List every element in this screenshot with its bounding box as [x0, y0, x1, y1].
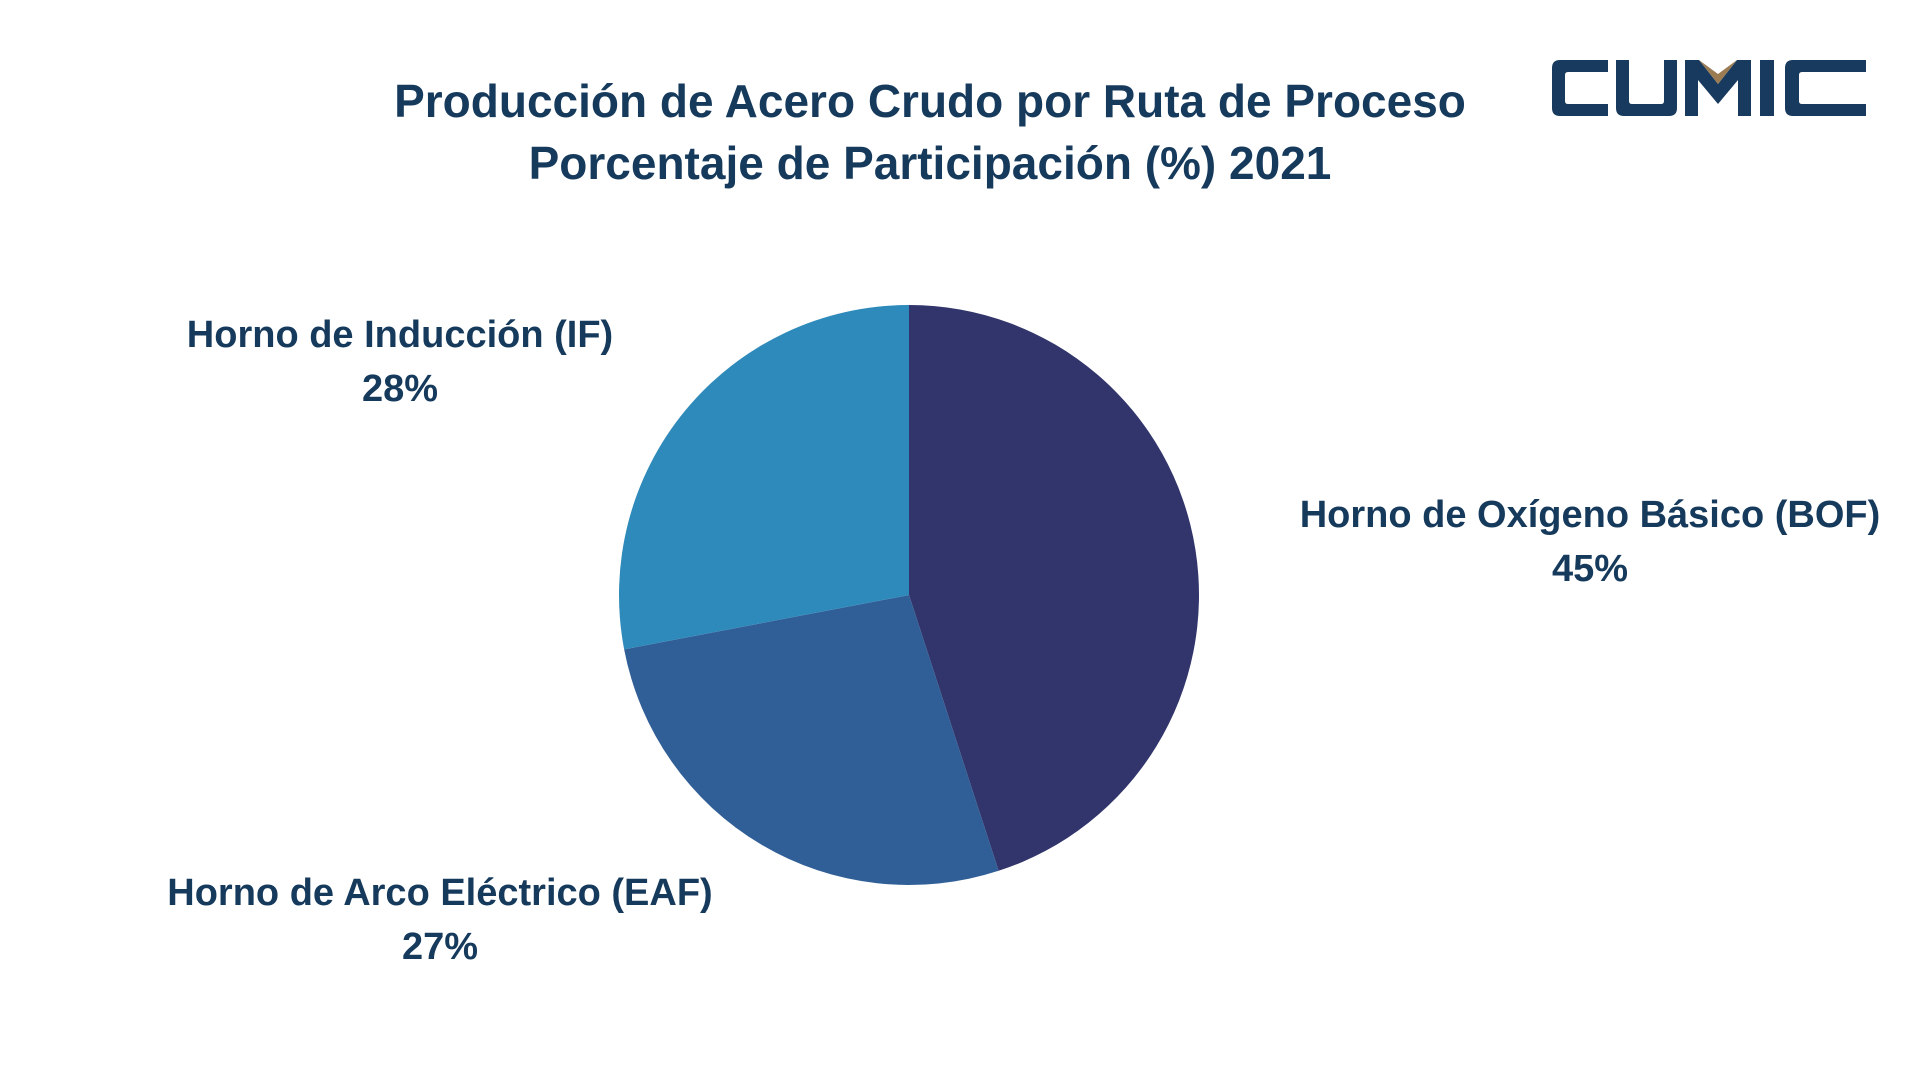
- chart-title: Producción de Acero Crudo por Ruta de Pr…: [394, 75, 1466, 127]
- cumic-logo: CUMIC: [1548, 52, 1870, 124]
- chart-title-block: Producción de Acero Crudo por Ruta de Pr…: [320, 70, 1540, 194]
- slice-label-if-value: 28%: [361, 368, 439, 410]
- slice-label-eaf: Horno de Arco Eléctrico (EAF) 27%: [130, 866, 750, 974]
- chart-subtitle: Porcentaje de Participación (%) 2021: [528, 137, 1332, 189]
- slice-label-bof-value: 45%: [1551, 548, 1629, 590]
- slice-label-bof: Horno de Oxígeno Básico (BOF) 45%: [1270, 488, 1910, 596]
- pie-slice-bof: [909, 305, 1199, 871]
- slice-label-eaf-value: 27%: [401, 926, 479, 968]
- pie-slice-eaf: [624, 595, 999, 885]
- slice-label-bof-name: Horno de Oxígeno Básico (BOF): [1299, 494, 1881, 536]
- slice-label-if: Horno de Inducción (IF) 28%: [140, 308, 660, 416]
- cumic-logo-mark: [1552, 60, 1866, 116]
- pie-slice-if: [619, 305, 909, 650]
- slice-label-if-name: Horno de Inducción (IF): [186, 314, 614, 356]
- slice-label-eaf-name: Horno de Arco Eléctrico (EAF): [167, 872, 713, 914]
